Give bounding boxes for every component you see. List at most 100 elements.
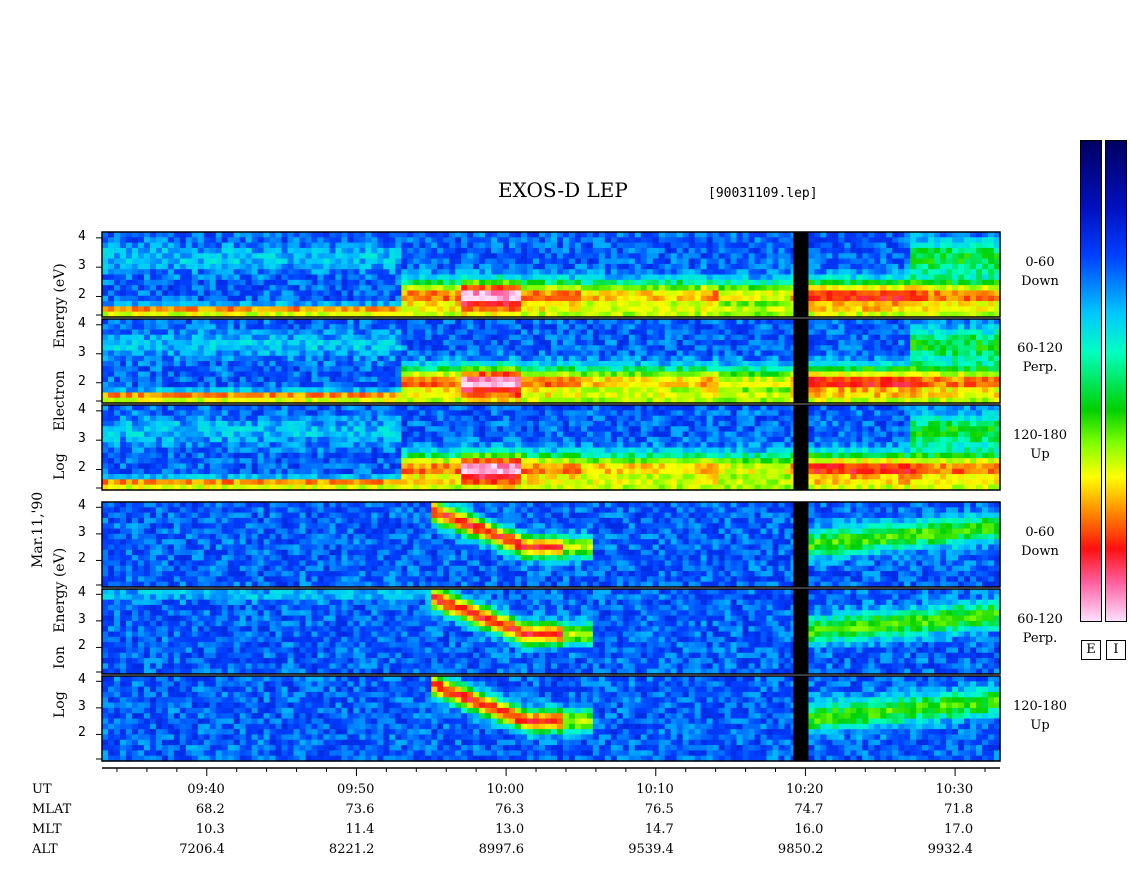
heatmap-cell — [826, 279, 833, 286]
heatmap-cell — [113, 324, 121, 331]
heatmap-cell — [568, 371, 576, 378]
heatmap-cell — [203, 232, 211, 238]
heatmap-cell — [892, 361, 899, 367]
heatmap-cell — [185, 392, 193, 399]
heatmap-cell — [880, 306, 887, 313]
heatmap-cell — [970, 392, 977, 399]
heatmap-cell — [161, 392, 169, 399]
heatmap-cell — [898, 355, 905, 362]
heatmap-cell — [916, 334, 923, 341]
heatmap-cell — [437, 232, 444, 238]
heatmap-cell — [113, 269, 121, 276]
heatmap-cell — [658, 237, 666, 244]
heatmap-cell — [401, 329, 408, 336]
heatmap-cell — [209, 269, 217, 276]
heatmap-cell — [113, 366, 121, 373]
heatmap-cell — [269, 345, 277, 352]
heatmap-cell — [586, 290, 594, 297]
heatmap-cell — [329, 258, 337, 265]
heatmap-cell — [155, 452, 163, 459]
heatmap-cell — [694, 397, 702, 404]
heatmap-cell — [491, 324, 498, 331]
heatmap-cell — [347, 258, 355, 265]
heatmap-cell — [964, 340, 971, 346]
heatmap-cell — [449, 306, 456, 313]
heatmap-cell — [862, 340, 869, 346]
heatmap-cell — [622, 279, 630, 286]
heatmap-cell — [670, 311, 678, 318]
heatmap-cell — [694, 269, 702, 276]
heatmap-cell — [359, 242, 367, 249]
heatmap-cell — [305, 263, 313, 270]
heatmap-cell — [161, 274, 169, 281]
heatmap-cell — [107, 319, 115, 325]
heatmap-cell — [455, 350, 462, 357]
heatmap-cell — [922, 232, 929, 238]
heatmap-cell — [275, 376, 283, 383]
heatmap-cell — [102, 324, 109, 331]
heatmap-cell — [461, 382, 468, 388]
heatmap-cell — [898, 253, 905, 260]
heatmap-cell — [970, 232, 977, 238]
heatmap-cell — [808, 319, 816, 325]
heatmap-cell — [461, 311, 468, 318]
heatmap-cell — [574, 382, 582, 388]
heatmap-cell — [922, 350, 929, 357]
heatmap-cell — [179, 382, 187, 388]
heatmap-cell — [994, 392, 1001, 399]
heatmap-cell — [820, 274, 827, 281]
heatmap-cell — [305, 355, 313, 362]
heatmap-cell — [143, 405, 151, 411]
heatmap-cell — [407, 258, 414, 265]
heatmap-cell — [556, 329, 564, 336]
heatmap-cell — [640, 387, 648, 394]
heatmap-cell — [880, 340, 887, 346]
heatmap-cell — [646, 263, 654, 270]
heatmap-cell — [646, 237, 654, 244]
heatmap-cell — [736, 324, 744, 331]
heatmap-cell — [143, 382, 151, 388]
heatmap-cell — [724, 269, 732, 276]
heatmap-cell — [670, 258, 678, 265]
heatmap-cell — [634, 392, 642, 399]
heatmap-cell — [856, 329, 863, 336]
heatmap-cell — [167, 290, 175, 297]
heatmap-cell — [467, 324, 474, 331]
heatmap-cell — [688, 258, 696, 265]
heatmap-cell — [191, 253, 199, 260]
heatmap-cell — [131, 463, 139, 470]
heatmap-cell — [215, 340, 223, 346]
heatmap-cell — [706, 285, 714, 292]
heatmap-cell — [880, 247, 887, 254]
heatmap-cell — [215, 324, 223, 331]
heatmap-cell — [850, 258, 857, 265]
heatmap-cell — [137, 242, 145, 249]
heatmap-cell — [281, 306, 289, 313]
heatmap-cell — [437, 350, 444, 357]
heatmap-cell — [257, 350, 265, 357]
heatmap-cell — [203, 376, 211, 383]
heatmap-cell — [568, 285, 576, 292]
heatmap-cell — [197, 247, 205, 254]
heatmap-cell — [928, 269, 935, 276]
heatmap-cell — [131, 247, 139, 254]
heatmap-cell — [551, 247, 558, 254]
heatmap-cell — [718, 361, 726, 367]
heatmap-cell — [275, 371, 283, 378]
heatmap-cell — [449, 366, 456, 373]
heatmap-cell — [778, 301, 786, 307]
heatmap-cell — [730, 387, 738, 394]
heatmap-cell — [670, 263, 678, 270]
heatmap-cell — [239, 376, 247, 383]
heatmap-cell — [143, 366, 151, 373]
heatmap-cell — [479, 258, 486, 265]
heatmap-cell — [820, 311, 827, 318]
heatmap-cell — [137, 479, 145, 486]
heatmap-cell — [137, 319, 145, 325]
heatmap-cell — [365, 324, 372, 331]
heatmap-cell — [880, 274, 887, 281]
heatmap-cell — [353, 242, 361, 249]
heatmap-cell — [910, 371, 917, 378]
heatmap-cell — [586, 295, 594, 302]
heatmap-cell — [928, 301, 935, 307]
